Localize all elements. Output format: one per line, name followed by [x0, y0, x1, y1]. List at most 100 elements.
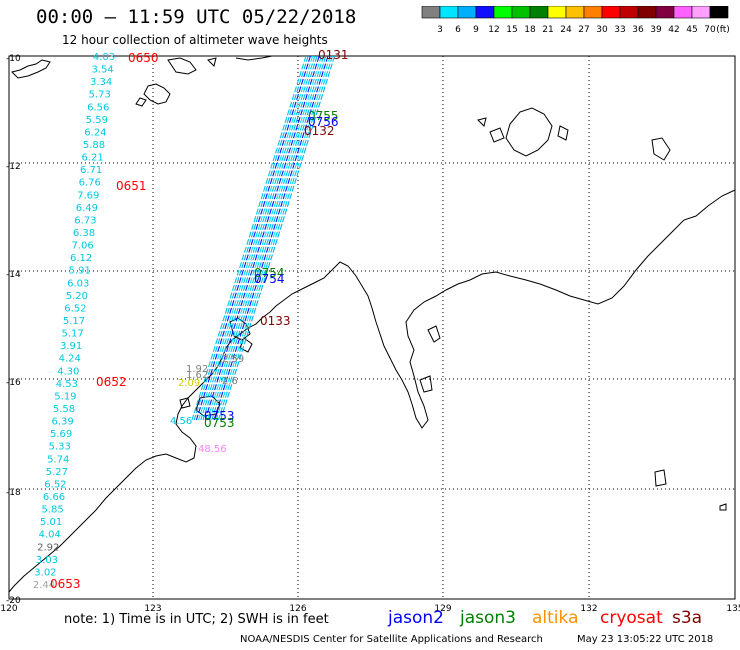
swh-value: 2.44 [33, 580, 55, 591]
lat-tick-label: -18 [6, 488, 21, 498]
swh-value: 48.56 [198, 444, 227, 455]
colorbar-tick-label: 45 [686, 25, 697, 35]
swh-value: 4.04 [39, 530, 61, 541]
lon-tick-label: 120 [0, 604, 17, 614]
swh-value: 6.52 [44, 479, 66, 490]
coastline [8, 55, 736, 593]
legend-jason2: jason2 [388, 608, 444, 628]
pass-time-label: 0756 [308, 115, 339, 129]
swh-value: 2.92 [37, 542, 59, 553]
track-streak [215, 55, 331, 421]
track-streak [217, 55, 333, 421]
lat-tick-label: -16 [6, 378, 21, 388]
colorbar-tick-label: 21 [542, 25, 553, 35]
swh-value: 5.58 [53, 404, 75, 415]
track-streak [195, 55, 311, 421]
colorbar-tick-label: 9 [473, 25, 479, 35]
colorbar-swatch [709, 6, 729, 19]
colorbar-tick-label: 36 [632, 25, 644, 35]
lat-tick-label: -20 [6, 596, 21, 606]
swh-value: 4.24 [59, 354, 81, 365]
lon-tick-label: 135 [726, 604, 740, 614]
pass-time-label: 0754 [254, 266, 285, 280]
swh-value: 5.88 [83, 140, 105, 151]
colorbar-tick-label: 12 [488, 25, 499, 35]
lon-tick-label: 129 [434, 604, 451, 614]
longitude-labels: 120 123 126 129 132 135 [0, 604, 740, 614]
pass-time-label: 0650 [128, 51, 159, 65]
pass-time-label: 0653 [50, 577, 81, 591]
pass-time-label: 0753 [204, 416, 235, 430]
color-scale-bar: 3 6 9 12 15 18 21 24 27 30 33 36 39 42 45 70 (ft) [421, 6, 730, 35]
colorbar-tick-label: 18 [524, 25, 536, 35]
colorbar-tick-label: (ft) [716, 25, 730, 35]
swh-value: 5.17 [61, 329, 83, 340]
swh-value: 5.20 [66, 291, 88, 302]
track-streak [206, 55, 322, 421]
generated-timestamp: May 23 13:05:22 UTC 2018 [577, 634, 714, 645]
pass-time-label: 0132 [304, 124, 335, 138]
misc-swh-labels: 48.56 1.921.622.09 2.6 4.56 2.59 [170, 354, 244, 455]
swh-value: 3.91 [60, 341, 82, 352]
swh-value: 5.59 [86, 115, 108, 126]
pass-time-label: 0755 [308, 109, 339, 123]
lon-tick-label: 123 [144, 604, 161, 614]
swh-value: 6.24 [84, 127, 106, 138]
swh-value: 3.34 [90, 77, 112, 88]
satellite-track-bundle [191, 55, 336, 421]
swh-value: 5.73 [89, 90, 111, 101]
swh-value: 6.66 [43, 492, 65, 503]
colorbar-tick-label: 27 [578, 25, 589, 35]
colorbar-tick-label: 70 [704, 25, 716, 35]
swh-value: 5.33 [49, 442, 71, 453]
swh-value: 1.92 [186, 364, 208, 375]
swh-value: 6.76 [79, 178, 101, 189]
legend-altika: altika [532, 608, 579, 628]
pass-time-label: 0753 [204, 409, 235, 423]
credit-text: NOAA/NESDIS Center for Satellite Applica… [240, 634, 543, 645]
pass-time-label: 0754 [254, 272, 285, 286]
swh-value: 5.17 [63, 316, 85, 327]
swh-value: 5.91 [69, 266, 91, 277]
swh-value: 3.02 [34, 567, 56, 578]
swh-value: 1.62 [186, 370, 208, 381]
swh-value: 5.19 [54, 391, 76, 402]
map-frame [8, 55, 736, 600]
track-streak [193, 55, 309, 421]
pass-time-label: 0651 [116, 179, 147, 193]
colorbar-tick-label: 30 [596, 25, 608, 35]
swh-value: 7.06 [71, 241, 93, 252]
swh-value: 6.73 [74, 215, 96, 226]
track-streak [209, 55, 325, 421]
swh-value: 6.52 [64, 303, 86, 314]
swh-value: 6.12 [70, 253, 92, 264]
colorbar-tick-label: 3 [437, 25, 443, 35]
swh-value: 5.74 [47, 454, 69, 465]
track-streak [220, 55, 336, 421]
swh-value: 2.59 [222, 354, 244, 365]
graticule [9, 56, 735, 599]
track-streak [204, 55, 320, 421]
swh-value: 5.01 [40, 517, 62, 528]
swh-value: 5.85 [41, 505, 63, 516]
swh-value: 6.21 [81, 153, 103, 164]
track-streak [211, 55, 327, 421]
swh-value: 6.71 [80, 165, 102, 176]
legend-s3a: s3a [672, 608, 703, 628]
swh-value: 7.69 [77, 190, 99, 201]
swh-value: 4.53 [56, 379, 78, 390]
track-streak [191, 55, 307, 421]
swh-value: 2.09 [178, 378, 200, 389]
swh-value: 3.03 [36, 555, 58, 566]
lat-tick-label: -10 [6, 54, 21, 64]
west-track-values: 4.03 3.543.34 5.736.56 5.596.24 5.88 6.216.71… [33, 52, 115, 591]
swh-value: 6.39 [51, 417, 73, 428]
swh-value: 4.03 [93, 52, 115, 63]
page-title: 00:00 – 11:59 UTC 05/22/2018 [36, 6, 357, 28]
colorbar-tick-label: 15 [506, 25, 517, 35]
colorbar-tick-label: 24 [560, 25, 572, 35]
pass-time-label: 0652 [96, 375, 127, 389]
colorbar-tick-label: 33 [614, 25, 625, 35]
colorbar-tick-label: 42 [668, 25, 679, 35]
